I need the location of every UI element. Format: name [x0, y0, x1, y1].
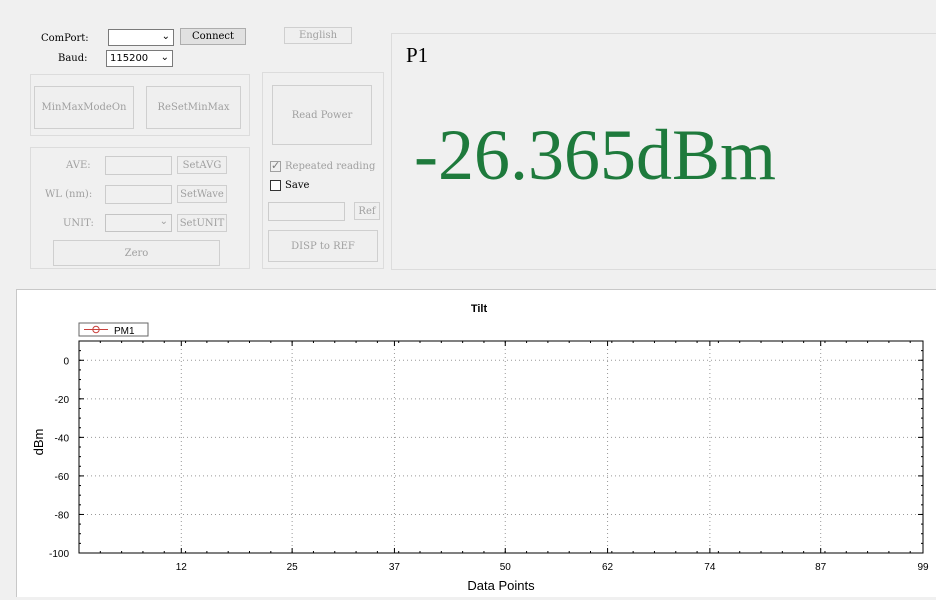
ref-button[interactable]: Ref [354, 202, 380, 220]
x-axis-title: Data Points [467, 578, 535, 593]
read-power-button[interactable]: Read Power [272, 85, 372, 145]
unit-label: UNIT: [63, 218, 94, 229]
baud-label: Baud: [58, 53, 88, 64]
settings-group [30, 147, 250, 269]
repeated-reading-label: Repeated reading [285, 161, 376, 172]
baud-value: 115200 [110, 53, 149, 64]
power-display-panel: P1 -26.365dBm [391, 33, 936, 270]
english-button[interactable]: English [284, 27, 352, 44]
ref-input[interactable] [268, 202, 345, 221]
minmax-group [30, 74, 250, 136]
wl-label: WL (nm): [45, 189, 93, 200]
reading-group [262, 72, 384, 269]
y-tick-label: -80 [55, 510, 70, 521]
set-wave-button[interactable]: SetWave [177, 185, 227, 203]
y-tick-label: -20 [55, 395, 70, 406]
x-tick-label: 87 [815, 562, 827, 573]
x-tick-label: 25 [287, 562, 299, 573]
comport-select[interactable]: ⌄ [108, 29, 174, 46]
x-tick-label: 12 [176, 562, 188, 573]
set-unit-button[interactable]: SetUNIT [177, 214, 227, 232]
reset-minmax-button[interactable]: ReSetMinMax [146, 86, 241, 129]
connect-button[interactable]: Connect [180, 28, 246, 45]
ave-input[interactable] [105, 156, 172, 175]
unit-select[interactable]: ⌄ [105, 214, 172, 232]
set-avg-button[interactable]: SetAVG [177, 156, 227, 174]
chevron-down-icon: ⌄ [160, 52, 169, 63]
y-tick-label: -100 [49, 549, 69, 560]
ave-label: AVE: [66, 160, 91, 171]
save-checkbox[interactable] [270, 180, 281, 191]
chevron-down-icon: ⌄ [161, 31, 170, 42]
x-tick-label: 74 [704, 562, 716, 573]
x-tick-label: 99 [917, 562, 929, 573]
x-tick-label: 37 [389, 562, 401, 573]
y-axis-title: dBm [31, 429, 46, 456]
y-tick-label: -40 [55, 433, 70, 444]
wavelength-input[interactable] [105, 185, 172, 204]
save-label: Save [285, 180, 310, 191]
chart-legend: PM1 [78, 322, 149, 337]
check-icon: ✓ [271, 159, 281, 172]
disp-to-ref-button[interactable]: DISP to REF [268, 230, 378, 262]
baud-select[interactable]: 115200 ⌄ [106, 50, 173, 67]
y-tick-label: 0 [63, 356, 69, 367]
repeated-reading-checkbox[interactable]: ✓ [270, 159, 281, 172]
power-reading: -26.365dBm [414, 115, 777, 195]
x-tick-label: 50 [500, 562, 512, 573]
zero-button[interactable]: Zero [53, 240, 220, 266]
y-tick-label: -60 [55, 472, 70, 483]
tilt-chart: Tilt PM1 12 25 37 50 62 74 87 99 0 -20 -40 -60 -80 -1… [16, 289, 936, 597]
x-tick-label: 62 [602, 562, 614, 573]
legend-label: PM1 [114, 326, 135, 337]
minmax-mode-on-button[interactable]: MinMaxModeOn [34, 86, 134, 129]
plot-area [78, 340, 924, 554]
chart-title: Tilt [471, 303, 488, 315]
chevron-down-icon: ⌄ [159, 216, 168, 227]
comport-label: ComPort: [41, 33, 89, 44]
channel-label: P1 [406, 43, 429, 67]
